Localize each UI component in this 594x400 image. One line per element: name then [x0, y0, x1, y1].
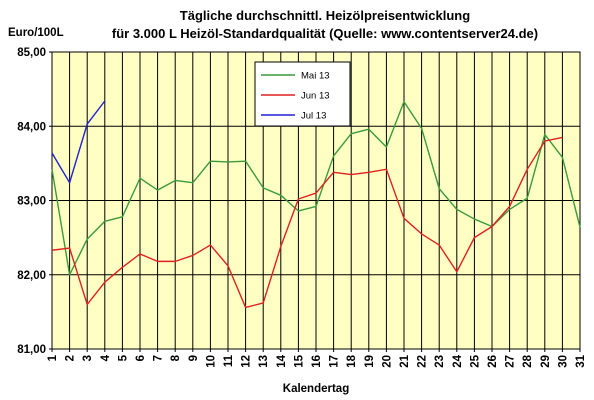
x-tick-label: 30: [557, 355, 569, 368]
x-tick-label: 23: [434, 355, 446, 368]
x-tick-label: 24: [452, 354, 464, 367]
x-tick-label: 14: [276, 354, 288, 367]
legend-label: Jul 13: [301, 111, 326, 122]
x-tick-label: 4: [100, 354, 112, 361]
y-tick-label: 82,00: [17, 270, 46, 282]
x-tick-label: 10: [205, 355, 217, 368]
x-tick-label: 17: [329, 355, 341, 368]
series-line-2: [51, 136, 563, 309]
chart-title-line-1: Tägliche durchschnittl. Heizölpreisentwi…: [180, 8, 470, 23]
x-tick-label: 8: [170, 354, 182, 361]
series-lines: [51, 100, 581, 309]
x-tick-label: 19: [364, 355, 376, 368]
y-tick-label: 85,00: [17, 47, 46, 59]
x-tick-label: 21: [399, 354, 411, 367]
x-tick-label: 12: [241, 355, 253, 368]
x-tick-label: 26: [487, 355, 499, 368]
y-tick-label: 83,00: [17, 196, 46, 208]
chart-title-line-2: für 3.000 L Heizöl-Standardqualität (Que…: [112, 26, 538, 41]
legend-label: Jun 13: [301, 91, 330, 102]
x-tick-label: 22: [417, 355, 429, 368]
x-tick-label: 29: [540, 355, 552, 368]
x-axis-label: Kalendertag: [283, 383, 349, 395]
x-tick-label: 6: [135, 355, 147, 361]
x-tick-label: 15: [293, 354, 305, 367]
x-tick-label: 13: [258, 355, 270, 368]
x-axis-ticks: 1 2 3 4 5 6 7 8 9 10 11 12 13 14 15 16 17 18 19 20 21 22 23 24 2…: [47, 349, 587, 368]
x-tick-label: 28: [522, 354, 534, 367]
x-tick-label: 3: [82, 355, 94, 361]
y-tick-label: 81,00: [17, 344, 46, 356]
x-tick-label: 9: [188, 355, 200, 361]
x-tick-label: 20: [381, 355, 393, 368]
x-tick-label: 25: [469, 354, 481, 367]
legend: Mai 13 Jun 13 Jul 13: [254, 61, 351, 127]
y-axis-label: Euro/100L: [8, 27, 64, 39]
series-line-3: [51, 100, 106, 184]
x-tick-label: 16: [311, 355, 323, 368]
x-tick-label: 2: [65, 355, 77, 361]
x-tick-label: 27: [505, 355, 517, 368]
x-tick-label: 5: [117, 354, 129, 361]
x-tick-label: 1: [47, 354, 59, 361]
legend-label: Mai 13: [301, 71, 330, 82]
x-tick-label: 18: [346, 354, 358, 367]
y-tick-label: 84,00: [17, 121, 46, 133]
x-tick-label: 11: [223, 354, 235, 367]
x-tick-label: 7: [153, 355, 165, 361]
y-axis-ticks: 81,00 82,00 83,00 84,00 85,00: [17, 47, 52, 356]
x-tick-label: 31: [575, 354, 587, 367]
